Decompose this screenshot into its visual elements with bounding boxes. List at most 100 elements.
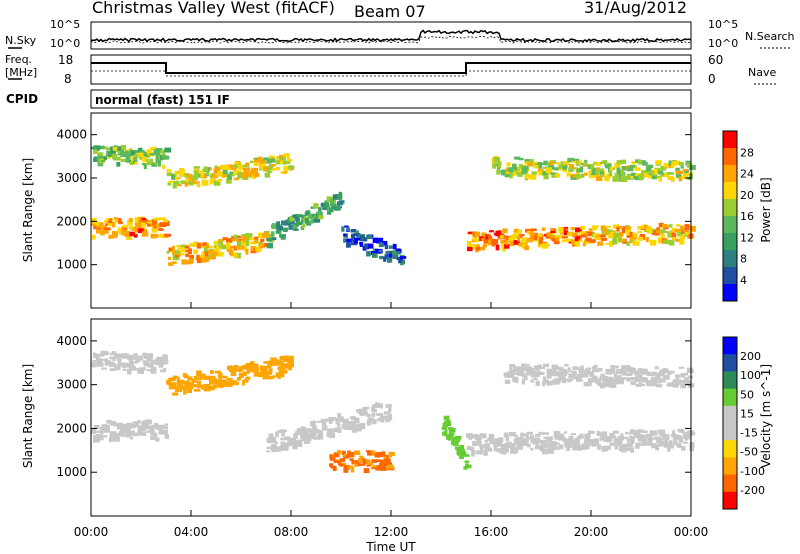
echo-cell — [521, 169, 525, 172]
echo-cell — [463, 466, 468, 470]
echo-cell — [292, 440, 300, 445]
echo-cell — [445, 433, 451, 437]
echo-cell — [630, 376, 636, 381]
echo-cell — [603, 225, 608, 232]
echo-cell — [616, 369, 622, 375]
echo-cell — [345, 422, 352, 425]
freq-tick-bottom: 8 — [64, 72, 72, 86]
echo-cell — [247, 364, 251, 368]
echo-cell — [196, 242, 202, 249]
echo-cell — [347, 465, 354, 469]
echo-cell — [388, 406, 392, 413]
nave-line — [91, 70, 691, 77]
echo-cell — [101, 367, 108, 370]
echo-cell — [387, 414, 392, 420]
echo-cell — [270, 159, 276, 163]
echo-cell — [381, 240, 388, 246]
echo-cell — [288, 165, 295, 170]
echo-cell — [151, 227, 158, 233]
echo-cell — [662, 434, 669, 438]
echo-cell — [262, 369, 268, 375]
echo-cell — [222, 245, 229, 249]
echo-cell — [95, 358, 102, 361]
echo-cell — [595, 169, 600, 175]
echo-cell — [151, 162, 158, 167]
echo-cell — [641, 383, 646, 387]
echo-cell — [532, 371, 537, 377]
echo-cell — [366, 251, 371, 257]
echo-cell — [150, 424, 157, 428]
echo-cell — [592, 234, 599, 239]
echo-cell — [300, 426, 306, 433]
echo-cell — [527, 162, 534, 167]
echo-cell — [570, 440, 577, 444]
echo-cell — [354, 462, 361, 467]
echo-cell — [571, 239, 575, 245]
echo-cell — [237, 240, 244, 245]
echo-cell — [576, 160, 581, 167]
colorbar-tick-label: -200 — [740, 484, 765, 497]
echo-cell — [680, 429, 685, 434]
echo-cell — [392, 243, 397, 250]
echo-cell — [610, 365, 615, 371]
echo-cell — [217, 372, 223, 378]
echo-cell — [595, 162, 601, 166]
echo-cell — [622, 377, 630, 380]
freq-label: Freq. — [5, 53, 32, 66]
colorbar-tick-label: 15 — [740, 407, 754, 420]
echo-cell — [337, 413, 342, 419]
echo-cell — [162, 357, 169, 363]
echo-cell — [513, 240, 521, 245]
echo-cell — [228, 365, 233, 368]
echo-cell — [543, 173, 549, 180]
echo-cell — [591, 443, 596, 447]
echo-cell — [335, 459, 342, 462]
echo-cell — [118, 422, 124, 428]
echo-cell — [180, 252, 185, 256]
echo-cell — [629, 231, 633, 238]
echo-cell — [310, 432, 315, 436]
echo-cell — [626, 241, 631, 246]
echo-cell — [675, 170, 682, 176]
echo-cell — [558, 444, 564, 448]
echo-cell — [339, 458, 346, 462]
echo-cell — [195, 376, 203, 381]
echo-cell — [626, 232, 630, 238]
echo-cell — [146, 430, 151, 433]
echo-cell — [382, 415, 389, 419]
echo-cell — [170, 383, 175, 386]
echo-cell — [604, 175, 610, 182]
echo-cell — [253, 160, 259, 167]
echo-cell — [399, 256, 407, 259]
colorbar-tick-label: -50 — [740, 446, 758, 459]
echo-cell — [379, 255, 384, 260]
echo-cell — [96, 359, 103, 364]
echo-cell — [599, 171, 605, 175]
echo-cell — [579, 433, 584, 438]
echo-cell — [600, 225, 606, 231]
echo-cell — [555, 237, 560, 243]
echo-cell — [371, 465, 379, 468]
echo-cell — [275, 431, 279, 438]
echo-cell — [631, 370, 635, 374]
echo-cell — [221, 381, 228, 386]
echo-cell — [122, 368, 127, 371]
echo-cell — [634, 434, 639, 439]
echo-cell — [186, 387, 193, 393]
echo-cell — [308, 220, 314, 224]
echo-cell — [554, 366, 560, 370]
echo-cell — [597, 241, 604, 246]
echo-cell — [576, 373, 583, 379]
echo-cell — [306, 222, 312, 226]
echo-cell — [675, 434, 681, 439]
echo-cell — [254, 172, 259, 178]
velocity-colorbar-label: Velocity [m s^-1] — [759, 364, 773, 468]
echo-cell — [395, 248, 401, 252]
echo-cell — [580, 365, 584, 371]
echo-cell — [550, 380, 557, 385]
echo-cell — [620, 159, 627, 165]
echo-cell — [122, 226, 128, 231]
echo-cell — [264, 243, 268, 248]
echo-cell — [585, 368, 591, 374]
echo-cell — [528, 366, 533, 371]
